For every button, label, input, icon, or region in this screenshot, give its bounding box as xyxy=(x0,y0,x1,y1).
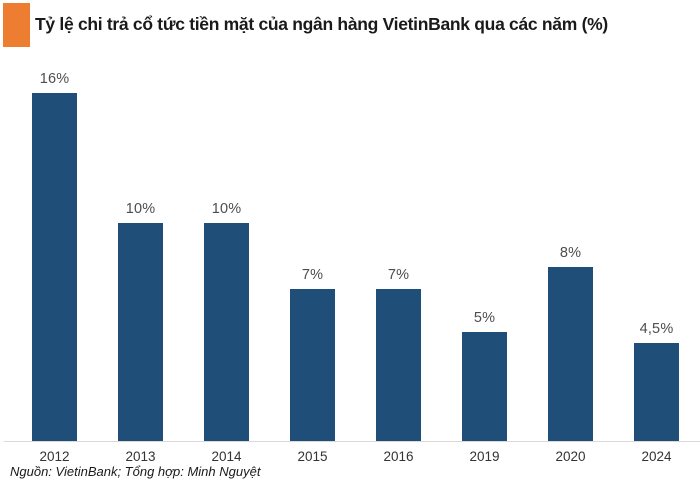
x-axis-label-2012: 2012 xyxy=(39,449,70,464)
bar-2014 xyxy=(204,223,249,441)
bar-value-label-2020: 8% xyxy=(559,245,582,261)
bar-2015 xyxy=(290,289,335,441)
bar-2016 xyxy=(376,289,421,441)
bar-2024 xyxy=(634,343,679,441)
x-axis-label-2019: 2019 xyxy=(469,449,500,464)
bar-value-label-2012: 16% xyxy=(39,71,70,87)
x-axis: 2012 2013 2014 2015 2016 2019 2020 2024 xyxy=(0,449,700,467)
source-note: Nguồn: VietinBank; Tổng hợp: Minh Nguyệt xyxy=(10,464,261,479)
bar-value-label-2014: 10% xyxy=(211,201,242,217)
bar-value-label-2013: 10% xyxy=(125,201,156,217)
bar-value-label-2016: 7% xyxy=(387,267,410,283)
bar-2012 xyxy=(32,93,77,441)
x-axis-label-2024: 2024 xyxy=(641,449,672,464)
bar-value-label-2024: 4,5% xyxy=(639,321,674,337)
bar-2013 xyxy=(118,223,163,441)
x-axis-label-2015: 2015 xyxy=(297,449,328,464)
x-axis-label-2013: 2013 xyxy=(125,449,156,464)
accent-square-icon xyxy=(3,3,30,47)
x-axis-line xyxy=(4,441,700,442)
x-axis-label-2020: 2020 xyxy=(555,449,586,464)
x-axis-label-2014: 2014 xyxy=(211,449,242,464)
bar-2020 xyxy=(548,267,593,441)
bar-chart-plot: 16% 10% 10% 7% 7% 5% 8% 4,5% xyxy=(0,60,700,442)
chart-title: Tỷ lệ chi trả cổ tức tiền mặt của ngân h… xyxy=(35,14,608,34)
x-axis-label-2016: 2016 xyxy=(383,449,414,464)
bar-value-label-2015: 7% xyxy=(301,267,324,283)
bar-2019 xyxy=(462,332,507,441)
bar-value-label-2019: 5% xyxy=(473,310,496,326)
